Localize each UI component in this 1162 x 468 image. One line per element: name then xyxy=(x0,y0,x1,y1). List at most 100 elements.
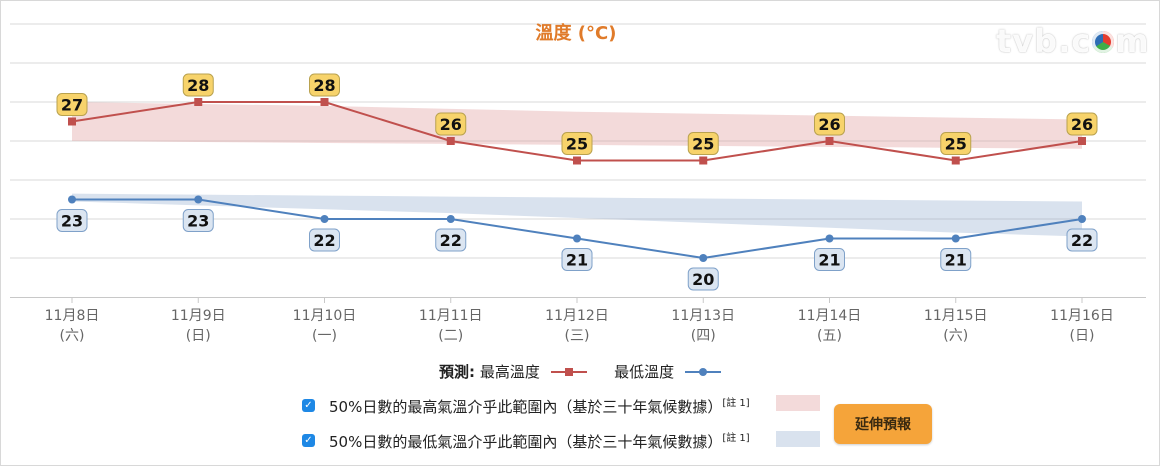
min-temp-point xyxy=(573,234,581,243)
data-label-text: 22 xyxy=(440,231,462,250)
data-label-text: 25 xyxy=(692,135,714,154)
max-temp-data-label: 27 xyxy=(56,93,88,116)
max-temp-data-label: 26 xyxy=(435,112,467,136)
max-temp-data-label: 26 xyxy=(814,112,845,136)
min-temp-point xyxy=(951,234,960,243)
extended-forecast-button[interactable]: 延伸預報 xyxy=(834,404,932,444)
data-label-text: 22 xyxy=(313,231,335,250)
data-label-box xyxy=(56,209,88,232)
x-tick-weekday-label: (日) xyxy=(186,328,211,344)
data-label-box xyxy=(435,228,467,252)
band-min-label: 50%日數的最低氣溫介乎此範圍內（基於三十年氣候數據）[註 1] xyxy=(329,433,750,451)
max-temp-point xyxy=(951,156,960,165)
max-temp-point xyxy=(320,98,329,106)
logo-text-right: m xyxy=(1115,22,1150,60)
max-temp-data-label: 26 xyxy=(1066,112,1098,136)
data-label-box xyxy=(687,267,719,291)
min-temp-data-label: 21 xyxy=(814,248,845,271)
data-label-box xyxy=(561,132,593,155)
min-temp-point xyxy=(1078,215,1086,223)
max-temp-point xyxy=(68,117,76,126)
data-label-text: 26 xyxy=(1071,115,1093,134)
min-temp-data-label: 21 xyxy=(561,248,593,271)
data-label-text: 25 xyxy=(566,135,588,154)
logo-text-left: tvb.c xyxy=(996,22,1092,60)
max-temp-data-label: 28 xyxy=(309,73,340,97)
max-temp-point xyxy=(194,98,203,106)
data-label-box xyxy=(814,112,845,136)
chart-title: 溫度 (°C) xyxy=(536,22,617,44)
max-temp-data-label: 28 xyxy=(182,73,214,97)
data-label-box xyxy=(182,209,214,232)
min-temp-data-label: 23 xyxy=(182,209,214,232)
min-temp-point xyxy=(825,234,834,243)
data-label-box xyxy=(561,248,593,271)
data-label-box xyxy=(309,73,340,97)
max-temp-point xyxy=(573,156,581,165)
data-label-box xyxy=(1066,112,1098,136)
data-label-box xyxy=(1066,228,1098,252)
x-tick-weekday-label: (四) xyxy=(691,328,716,344)
data-label-text: 26 xyxy=(818,115,840,134)
data-label-text: 23 xyxy=(61,212,83,231)
x-tick-date-label: 11月8日 xyxy=(45,308,100,324)
min-temp-point xyxy=(446,215,455,223)
x-tick-weekday-label: (一) xyxy=(312,328,337,344)
band-max-toggle-row: ✓ 50%日數的最高氣溫介乎此範圍內（基於三十年氣候數據）[註 1] xyxy=(302,394,750,417)
min-temp-data-label: 23 xyxy=(56,209,88,232)
x-tick-date-label: 11月16日 xyxy=(1050,308,1114,324)
data-label-box xyxy=(182,73,214,97)
x-tick-weekday-label: (六) xyxy=(943,328,968,344)
data-label-text: 22 xyxy=(1071,231,1093,250)
x-tick-date-label: 11月15日 xyxy=(924,308,988,324)
min-temp-point xyxy=(699,254,708,262)
band-min-toggle-row: ✓ 50%日數的最低氣溫介乎此範圍內（基於三十年氣候數據）[註 1] xyxy=(302,429,750,452)
x-tick-date-label: 11月10日 xyxy=(293,308,357,324)
min-temp-point xyxy=(194,195,203,204)
x-tick-weekday-label: (五) xyxy=(817,328,842,344)
legend-min-label[interactable]: 最低溫度 xyxy=(614,363,675,381)
min-temp-data-label: 20 xyxy=(687,267,719,291)
max-temp-data-label: 25 xyxy=(561,132,593,155)
x-tick-date-label: 11月13日 xyxy=(671,308,735,324)
max-temp-data-label: 25 xyxy=(687,132,719,155)
data-label-text: 21 xyxy=(818,251,840,270)
max-temp-point xyxy=(699,156,708,165)
data-label-text: 21 xyxy=(945,251,967,270)
data-label-box xyxy=(814,248,845,271)
legend-min-swatch-icon xyxy=(684,368,721,376)
legend-max-swatch-icon xyxy=(550,368,587,376)
x-tick-date-label: 11月11日 xyxy=(419,308,483,324)
x-tick-weekday-label: (二) xyxy=(438,328,463,344)
data-label-text: 28 xyxy=(313,76,335,95)
band-min-swatch xyxy=(776,431,820,447)
legend-max-label[interactable]: 最高溫度 xyxy=(479,363,540,381)
x-tick-date-label: 11月9日 xyxy=(171,308,226,324)
min-temp-point xyxy=(320,215,329,223)
data-label-box xyxy=(687,132,719,155)
data-label-text: 28 xyxy=(187,76,209,95)
x-tick-date-label: 11月12日 xyxy=(545,308,609,324)
max-temp-point xyxy=(446,137,455,145)
temperature-chart: 27 28 28 26 25 25 26 25 26 23 23 22 22 21 20 21 21 22 11月… xyxy=(10,22,1146,344)
max-temp-point xyxy=(1078,137,1086,145)
min-temp-data-label: 22 xyxy=(435,228,467,252)
min-temp-point xyxy=(68,195,76,204)
tvb-logo: tvb.c m xyxy=(996,22,1150,60)
data-label-box xyxy=(940,132,972,155)
max-temp-point xyxy=(825,137,834,145)
data-label-text: 25 xyxy=(945,135,967,154)
band-max-checkbox[interactable]: ✓ xyxy=(302,399,315,412)
x-tick-weekday-label: (三) xyxy=(565,328,590,344)
data-label-text: 27 xyxy=(61,96,83,115)
tvb-logo-o-icon xyxy=(1092,31,1115,53)
band-min-checkbox[interactable]: ✓ xyxy=(302,434,315,447)
data-label-text: 23 xyxy=(187,212,209,231)
min-temp-data-label: 22 xyxy=(1066,228,1098,252)
data-label-box xyxy=(56,93,88,116)
legend-title: 預測: xyxy=(439,363,476,381)
data-label-box xyxy=(940,248,972,271)
x-tick-weekday-label: (日) xyxy=(1070,328,1095,344)
data-label-box xyxy=(309,228,340,252)
